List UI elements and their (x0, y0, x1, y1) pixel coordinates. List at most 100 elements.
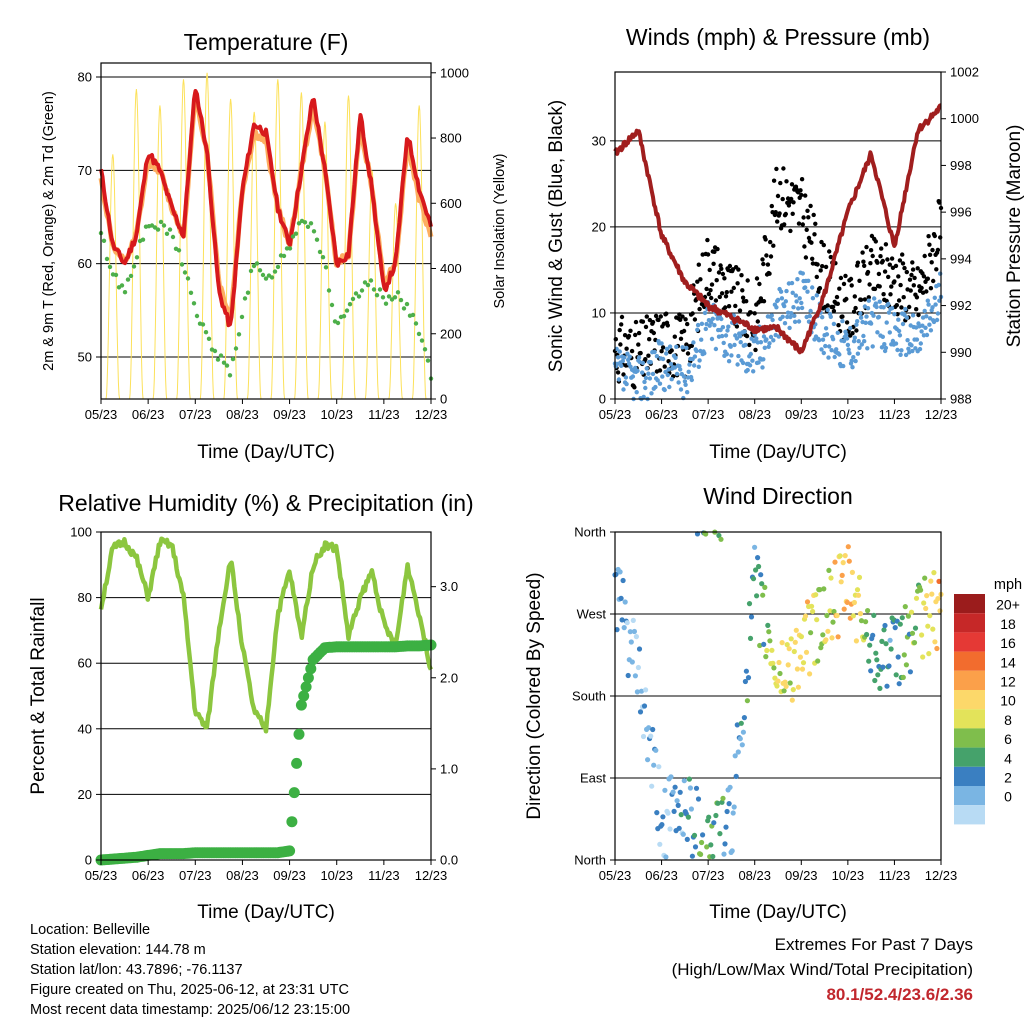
gust-point (865, 269, 871, 275)
wind-direction-point (700, 832, 706, 838)
dewpoint-point (341, 314, 347, 319)
wind-direction-point (814, 617, 820, 623)
sonic-wind-point (729, 353, 734, 358)
sonic-wind-point (868, 321, 874, 326)
wind-direction-point (851, 599, 858, 606)
sonic-wind-point (909, 343, 914, 348)
wind-direction-point (628, 639, 634, 645)
wind-direction-point (762, 584, 768, 591)
gust-point (640, 319, 646, 324)
sonic-wind-point (699, 321, 705, 326)
gust-point (719, 291, 725, 296)
sonic-wind-point (758, 340, 764, 345)
wind-direction-point (625, 672, 631, 679)
gust-point (643, 324, 649, 330)
gust-point (660, 345, 666, 350)
sonic-wind-point (702, 310, 708, 316)
gust-point (767, 271, 772, 276)
sonic-wind-point (771, 338, 776, 343)
gust-point (892, 279, 897, 284)
x-tick-label: 07/23 (692, 868, 725, 883)
wind-direction-point (681, 778, 687, 784)
wind-direction-point (731, 804, 737, 810)
wind-direction-point (765, 622, 771, 629)
wind-direction-point (792, 639, 798, 645)
gust-point (658, 314, 663, 319)
sonic-wind-point (680, 345, 685, 350)
dewpoint-point (248, 268, 254, 274)
gust-point (617, 327, 622, 333)
sonic-wind-point (667, 344, 673, 349)
wind-direction-point (779, 640, 785, 646)
y-right-tick-label: 0 (440, 392, 447, 407)
sonic-wind-point (719, 316, 724, 322)
dewpoint-point (203, 330, 209, 335)
gust-point (835, 301, 840, 306)
wind-direction-point (813, 592, 819, 598)
sonic-wind-point (779, 296, 785, 301)
gust-point (781, 166, 786, 171)
x-tick-label: 06/23 (645, 407, 678, 422)
wind-direction-point (729, 848, 735, 854)
relative-humidity-line (98, 536, 434, 734)
gust-point (789, 196, 794, 202)
wind-direction-point (713, 812, 719, 819)
dewpoint-point (359, 288, 365, 293)
gust-point (622, 333, 628, 338)
sonic-wind-point (875, 330, 880, 335)
wind-direction-point (929, 591, 935, 597)
wind-direction-point (831, 608, 837, 615)
wind-direction-point (739, 742, 745, 748)
gust-point (929, 260, 934, 265)
sonic-wind-point (630, 374, 636, 379)
gust-point (619, 314, 625, 320)
dewpoint-point (215, 357, 221, 362)
wind-direction-point (896, 681, 902, 687)
sonic-wind-point (810, 285, 815, 290)
dewpoint-point (257, 268, 263, 273)
sonic-wind-point (800, 271, 805, 276)
wind-direction-point (832, 559, 838, 565)
wind-direction-point (834, 612, 840, 619)
dewpoint-point (233, 346, 239, 351)
gust-point (916, 312, 921, 318)
wind-direction-point (757, 642, 763, 649)
wind-direction-point (791, 648, 797, 655)
wind-direction-point (663, 854, 669, 860)
wind-direction-point (882, 622, 888, 629)
sonic-wind-point (667, 384, 672, 390)
colorbar-swatch (954, 670, 985, 690)
gust-point (753, 347, 758, 353)
y-tick-label: North (574, 853, 606, 868)
gust-point (739, 273, 744, 278)
wind-direction-point (748, 614, 755, 620)
gust-point (828, 254, 833, 260)
wind-direction-point (775, 678, 781, 684)
x-tick-label: 07/23 (179, 868, 212, 883)
gust-point (831, 308, 837, 314)
gust-point (706, 291, 712, 297)
wind-direction-point (931, 570, 937, 576)
gust-point (628, 328, 633, 333)
sonic-wind-point (872, 296, 877, 301)
wind-direction-point (776, 659, 782, 666)
wind-direction-point (619, 617, 625, 623)
gust-point (651, 330, 656, 336)
sonic-wind-point (681, 395, 686, 401)
gust-point (815, 262, 820, 267)
dewpoint-point (287, 246, 293, 251)
gust-point (896, 274, 901, 279)
gust-point (711, 261, 716, 266)
y-right-tick-label: 800 (440, 131, 462, 146)
dewpoint-point (119, 283, 125, 288)
gust-point (927, 242, 932, 247)
gust-point (914, 307, 919, 312)
sonic-wind-point (710, 316, 715, 321)
location-text: Location: Belleville (30, 922, 151, 938)
sonic-wind-point (649, 391, 654, 396)
wind-direction-point (678, 812, 684, 818)
y-axis-label: Percent & Total Rainfall (28, 597, 49, 794)
dewpoint-point (347, 302, 353, 307)
precip-point (284, 845, 296, 857)
